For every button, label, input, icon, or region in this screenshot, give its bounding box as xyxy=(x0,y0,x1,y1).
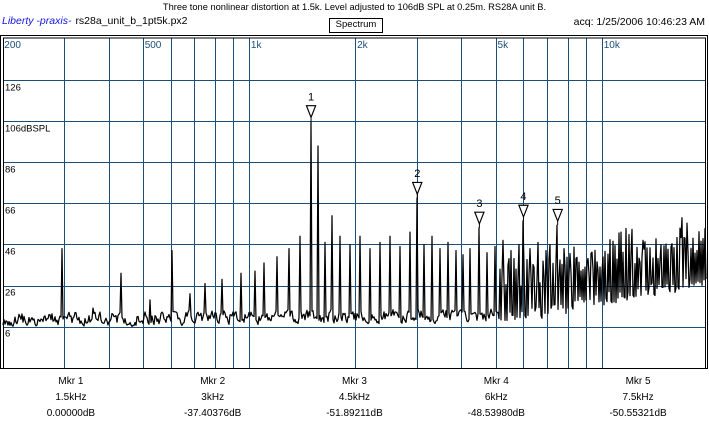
svg-text:86: 86 xyxy=(5,164,16,175)
svg-text:66: 66 xyxy=(5,205,16,216)
svg-text:26: 26 xyxy=(5,288,16,299)
svg-text:2: 2 xyxy=(414,168,420,180)
svg-text:126: 126 xyxy=(5,82,21,93)
svg-text:10k: 10k xyxy=(604,40,621,51)
svg-text:46: 46 xyxy=(5,246,16,257)
svg-text:106dBSPL: 106dBSPL xyxy=(5,123,50,134)
svg-text:200: 200 xyxy=(4,40,21,51)
svg-text:5: 5 xyxy=(555,195,561,207)
svg-text:1: 1 xyxy=(308,91,314,103)
svg-text:2k: 2k xyxy=(357,40,369,51)
svg-text:3: 3 xyxy=(476,198,482,210)
svg-text:5k: 5k xyxy=(498,40,510,51)
svg-text:1k: 1k xyxy=(251,40,263,51)
svg-text:4: 4 xyxy=(520,191,526,203)
svg-text:6: 6 xyxy=(5,329,10,340)
svg-text:500: 500 xyxy=(145,40,162,51)
